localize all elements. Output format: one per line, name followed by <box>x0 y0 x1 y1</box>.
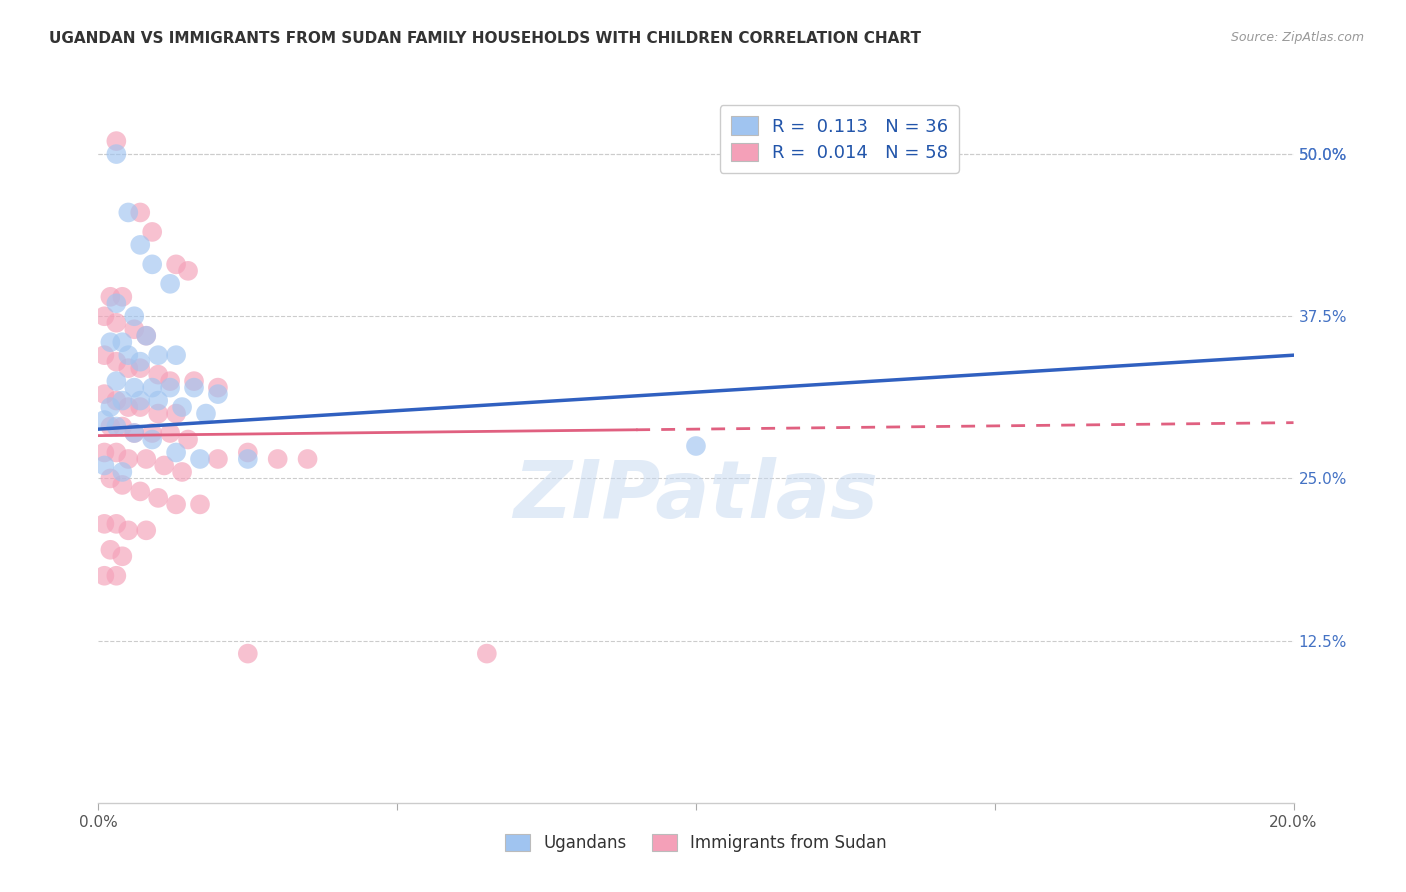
Point <box>93 568 115 582</box>
Point <box>141 433 163 447</box>
Point <box>105 316 128 330</box>
Point <box>129 354 152 368</box>
Point <box>153 458 176 473</box>
Point <box>207 381 229 395</box>
Point <box>188 452 211 467</box>
Legend: Ugandans, Immigrants from Sudan: Ugandans, Immigrants from Sudan <box>499 827 893 859</box>
Point <box>124 322 146 336</box>
Point <box>111 478 134 492</box>
Point <box>111 335 134 350</box>
Text: Source: ZipAtlas.com: Source: ZipAtlas.com <box>1230 31 1364 45</box>
Point <box>148 393 170 408</box>
Point <box>135 524 157 538</box>
Text: UGANDAN VS IMMIGRANTS FROM SUDAN FAMILY HOUSEHOLDS WITH CHILDREN CORRELATION CHA: UGANDAN VS IMMIGRANTS FROM SUDAN FAMILY … <box>49 31 921 46</box>
Point <box>195 407 218 421</box>
Point <box>165 407 187 421</box>
Point <box>207 387 229 401</box>
Point <box>159 425 181 440</box>
Point <box>183 381 205 395</box>
Point <box>111 393 134 408</box>
Point <box>105 134 128 148</box>
Point <box>105 296 128 310</box>
Point <box>93 387 115 401</box>
Point <box>93 516 115 531</box>
Point <box>98 419 122 434</box>
Point <box>475 647 498 661</box>
Point <box>148 348 170 362</box>
Point <box>117 361 139 376</box>
Point <box>105 147 128 161</box>
Point <box>111 290 134 304</box>
Point <box>93 413 115 427</box>
Point <box>148 407 170 421</box>
Point <box>159 381 181 395</box>
Point <box>124 425 146 440</box>
Point <box>124 425 146 440</box>
Point <box>141 257 163 271</box>
Point <box>129 238 152 252</box>
Point <box>111 465 134 479</box>
Point <box>129 393 152 408</box>
Point <box>98 335 122 350</box>
Point <box>111 549 134 564</box>
Point <box>98 290 122 304</box>
Point <box>141 425 163 440</box>
Point <box>165 348 187 362</box>
Point <box>172 465 194 479</box>
Point <box>105 354 128 368</box>
Point <box>105 568 128 582</box>
Point <box>159 374 181 388</box>
Point <box>117 205 139 219</box>
Point <box>177 264 200 278</box>
Point <box>148 491 170 505</box>
Text: ZIPatlas: ZIPatlas <box>513 457 879 535</box>
Point <box>165 257 187 271</box>
Point <box>98 471 122 485</box>
Point <box>135 328 157 343</box>
Point <box>93 458 115 473</box>
Point <box>93 445 115 459</box>
Point <box>105 419 128 434</box>
Point <box>105 516 128 531</box>
Point <box>236 452 259 467</box>
Point <box>267 452 290 467</box>
Point <box>177 433 200 447</box>
Point <box>129 205 152 219</box>
Point <box>117 524 139 538</box>
Point <box>236 647 259 661</box>
Point <box>124 310 146 324</box>
Point <box>129 484 152 499</box>
Point <box>135 452 157 467</box>
Point <box>183 374 205 388</box>
Point <box>105 393 128 408</box>
Point <box>141 225 163 239</box>
Point <box>129 361 152 376</box>
Point <box>117 452 139 467</box>
Point <box>98 400 122 414</box>
Point <box>236 445 259 459</box>
Point <box>148 368 170 382</box>
Point <box>297 452 319 467</box>
Point <box>685 439 707 453</box>
Point <box>129 400 152 414</box>
Point <box>172 400 194 414</box>
Point <box>188 497 211 511</box>
Point <box>159 277 181 291</box>
Point <box>111 419 134 434</box>
Point <box>165 445 187 459</box>
Point <box>117 400 139 414</box>
Point <box>141 381 163 395</box>
Point <box>207 452 229 467</box>
Point <box>93 310 115 324</box>
Point <box>105 445 128 459</box>
Point <box>165 497 187 511</box>
Point <box>117 348 139 362</box>
Point <box>124 381 146 395</box>
Point <box>105 374 128 388</box>
Point <box>135 328 157 343</box>
Point <box>93 348 115 362</box>
Point <box>98 542 122 557</box>
